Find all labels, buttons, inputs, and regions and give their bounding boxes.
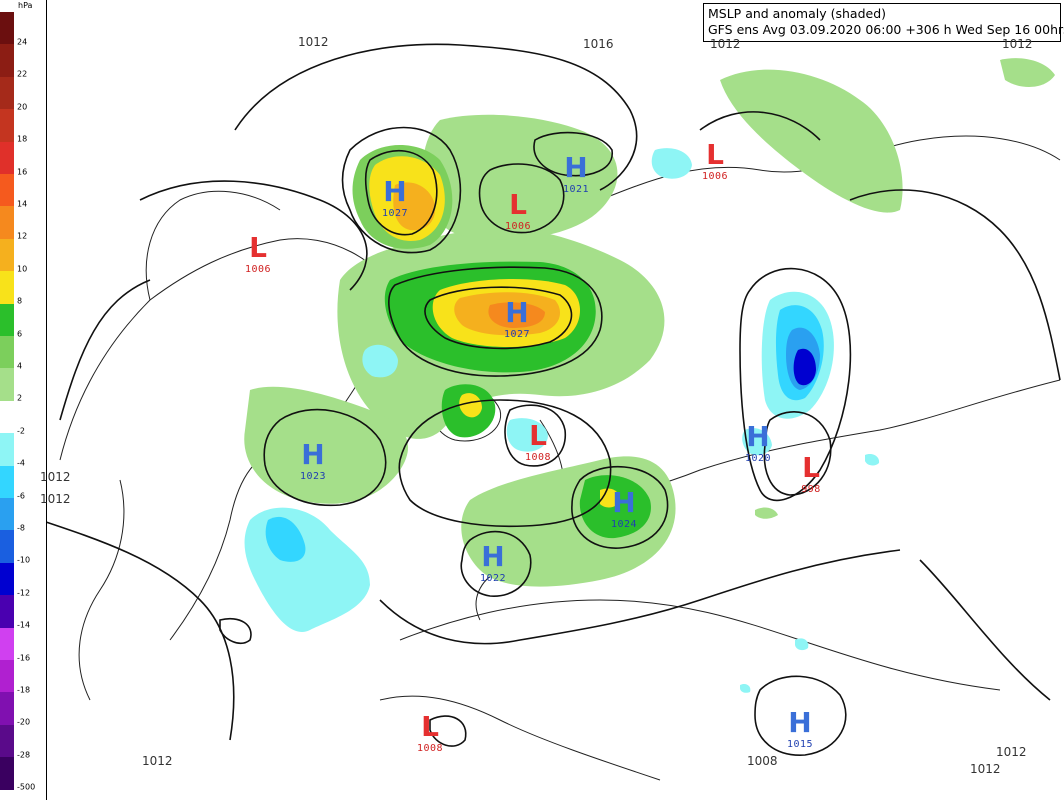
low-pressure-marker: L bbox=[529, 419, 547, 452]
low-pressure-marker: L bbox=[802, 451, 820, 484]
pressure-value-label: 1027 bbox=[381, 208, 409, 219]
legend-swatch bbox=[0, 336, 14, 369]
legend-swatch bbox=[0, 238, 14, 272]
legend-swatch bbox=[0, 465, 14, 499]
legend-swatch bbox=[0, 530, 14, 564]
legend-tick-label: 8 bbox=[17, 296, 23, 306]
map-title: MSLP and anomaly (shaded) bbox=[708, 6, 887, 21]
legend-swatch bbox=[0, 400, 14, 434]
legend-tick-label: -2 bbox=[17, 426, 25, 436]
legend-swatch bbox=[0, 433, 14, 467]
legend-swatch bbox=[0, 595, 14, 629]
legend-swatch bbox=[0, 303, 14, 337]
pressure-value-label: 1024 bbox=[610, 519, 638, 530]
pressure-value-label: 1021 bbox=[562, 184, 590, 195]
pressure-value-label: 1006 bbox=[504, 221, 532, 232]
legend-tick-label: -14 bbox=[17, 620, 31, 630]
high-pressure-marker: H bbox=[383, 175, 407, 208]
pressure-value-label: 998 bbox=[801, 484, 821, 495]
anomaly-shading bbox=[244, 58, 1055, 693]
legend-swatch bbox=[0, 368, 14, 402]
isobars bbox=[39, 43, 1061, 756]
pressure-value-label: 1020 bbox=[744, 453, 772, 464]
legend-swatch bbox=[0, 174, 14, 207]
legend-tick-label: 22 bbox=[17, 69, 28, 79]
pressure-value-label: 1006 bbox=[244, 264, 272, 275]
isobar-value-label: 1012 bbox=[710, 37, 741, 51]
legend-tick-label: -28 bbox=[17, 750, 31, 760]
legend-swatch bbox=[0, 692, 14, 726]
high-pressure-marker: H bbox=[746, 420, 770, 453]
legend-swatch bbox=[0, 109, 14, 143]
low-pressure-marker: L bbox=[249, 231, 267, 264]
legend-tick-label: 20 bbox=[17, 102, 28, 112]
pressure-value-label: 1027 bbox=[503, 329, 531, 340]
legend-tick-label: 16 bbox=[17, 167, 28, 177]
pressure-value-label: 1008 bbox=[524, 452, 552, 463]
isobar-value-label: 1012 bbox=[996, 745, 1027, 759]
isobar-value-label: 1012 bbox=[40, 470, 71, 484]
high-pressure-marker: H bbox=[301, 438, 325, 471]
low-pressure-marker: L bbox=[421, 710, 439, 743]
high-pressure-marker: H bbox=[612, 486, 636, 519]
isobar-value-label: 1008 bbox=[747, 754, 778, 768]
legend-tick-label: 18 bbox=[17, 134, 28, 144]
isobar-value-label: 1012 bbox=[40, 492, 71, 506]
pressure-value-label: 1006 bbox=[701, 171, 729, 182]
legend-swatch bbox=[0, 271, 14, 305]
legend-tick-label: 14 bbox=[17, 199, 28, 209]
legend-tick-label: 6 bbox=[17, 329, 23, 339]
legend-unit-label: hPa bbox=[18, 1, 33, 10]
legend-tick-label: 12 bbox=[17, 231, 28, 241]
legend-tick-label: -18 bbox=[17, 685, 31, 695]
pressure-value-label: 1022 bbox=[479, 573, 507, 584]
legend-tick-label: -500 bbox=[17, 782, 36, 792]
low-pressure-marker: L bbox=[706, 138, 724, 171]
isobar-value-label: 1016 bbox=[583, 37, 614, 51]
legend-swatch bbox=[0, 12, 14, 45]
legend-tick-label: 2 bbox=[17, 393, 23, 403]
high-pressure-marker: H bbox=[505, 296, 529, 329]
legend-swatch bbox=[0, 627, 14, 661]
legend-swatch bbox=[0, 498, 14, 531]
map-title-box: MSLP and anomaly (shaded) GFS ens Avg 03… bbox=[703, 3, 1064, 42]
low-pressure-marker: L bbox=[509, 188, 527, 221]
high-pressure-marker: H bbox=[564, 151, 588, 184]
isobar-value-label: 1012 bbox=[1002, 37, 1033, 51]
pressure-value-label: 1023 bbox=[299, 471, 327, 482]
legend-tick-label: -4 bbox=[17, 458, 25, 468]
legend-swatch bbox=[0, 757, 14, 791]
legend-tick-label: -12 bbox=[17, 588, 31, 598]
isobar-value-label: 1012 bbox=[142, 754, 173, 768]
anomaly-color-legend: hPa 24 22 20 18 16 14 12 10 8 6 4 2 -2 -4 -6 -8 -10 -12 -1… bbox=[0, 0, 47, 800]
legend-swatch bbox=[0, 724, 14, 758]
legend-tick-label: 24 bbox=[17, 37, 28, 47]
isobar-value-label: 1012 bbox=[970, 762, 1001, 776]
legend-swatch bbox=[0, 44, 14, 78]
isobar-value-label: 1012 bbox=[298, 35, 329, 49]
pressure-value-label: 1015 bbox=[786, 739, 814, 750]
pressure-value-label: 1008 bbox=[416, 743, 444, 754]
legend-tick-label: -10 bbox=[17, 555, 31, 565]
legend-tick-label: -6 bbox=[17, 491, 25, 501]
legend-tick-label: 10 bbox=[17, 264, 28, 274]
legend-tick-label: 4 bbox=[17, 361, 23, 371]
high-pressure-marker: H bbox=[481, 540, 505, 573]
legend-tick-label: -16 bbox=[17, 653, 31, 663]
legend-swatch bbox=[0, 660, 14, 693]
legend-swatch bbox=[0, 206, 14, 240]
legend-swatch bbox=[0, 76, 14, 110]
legend-tick-label: -20 bbox=[17, 717, 31, 727]
high-pressure-marker: H bbox=[788, 706, 812, 739]
legend-swatch bbox=[0, 562, 14, 596]
legend-tick-label: -8 bbox=[17, 523, 25, 533]
map-subtitle: GFS ens Avg 03.09.2020 06:00 +306 h Wed … bbox=[708, 22, 1064, 37]
legend-swatch bbox=[0, 141, 14, 175]
coastlines bbox=[59, 135, 1061, 781]
